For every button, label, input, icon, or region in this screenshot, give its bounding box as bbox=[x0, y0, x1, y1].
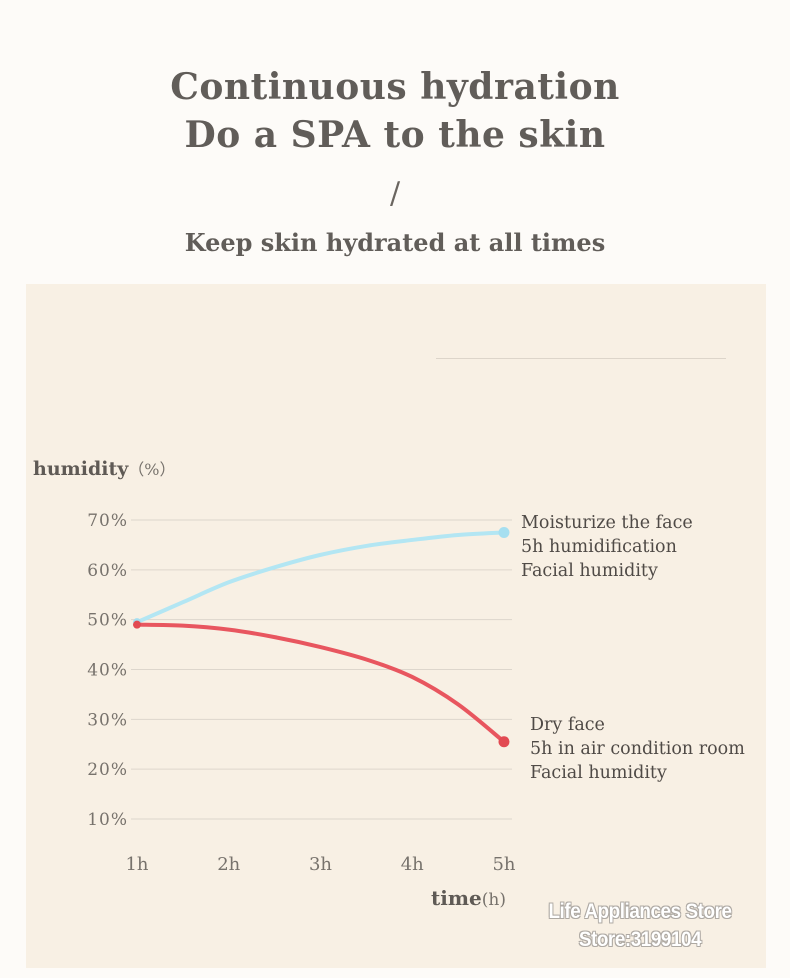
y-tick-label: 70% bbox=[87, 511, 128, 531]
y-tick-label: 40% bbox=[87, 661, 128, 681]
y-axis-label: humidity（%） bbox=[33, 458, 176, 480]
y-tick-label: 10% bbox=[87, 810, 128, 830]
series-dry-face-annotation: Dry face bbox=[530, 715, 605, 735]
series-moisturized-face-annotation: Facial humidity bbox=[521, 561, 658, 581]
series-moisturized-face-line bbox=[135, 530, 506, 625]
series-dry-face-line bbox=[135, 622, 506, 744]
x-tick-label: 3h bbox=[309, 854, 332, 875]
series-dry-face-annotation: 5h in air condition room bbox=[530, 739, 745, 759]
watermark-store-id: Store:3199104 bbox=[578, 928, 702, 951]
x-axis-label: time(h) bbox=[431, 886, 506, 910]
y-tick-label: 50% bbox=[87, 611, 128, 631]
series-dry-face-annotation: Facial humidity bbox=[530, 763, 667, 783]
series-moisturized-face-annotation: Moisturize the face bbox=[521, 513, 693, 533]
y-tick-label: 20% bbox=[87, 760, 128, 780]
y-tick-label: 30% bbox=[87, 710, 128, 730]
x-tick-label: 5h bbox=[492, 854, 515, 875]
title-divider: / bbox=[389, 176, 401, 211]
x-tick-label: 4h bbox=[401, 854, 424, 875]
subtitle: Keep skin hydrated at all times bbox=[184, 228, 606, 257]
decorative-line bbox=[436, 358, 726, 359]
x-tick-label: 2h bbox=[217, 854, 240, 875]
series-dry-face-end-point bbox=[498, 736, 510, 748]
series-moisturized-face-end-point bbox=[498, 526, 510, 538]
title-line-2: Do a SPA to the skin bbox=[184, 114, 606, 156]
series-moisturized-face-annotation: 5h humidification bbox=[521, 537, 677, 557]
title-line-1: Continuous hydration bbox=[170, 66, 620, 108]
x-tick-label: 1h bbox=[125, 854, 148, 875]
series-dry-face-start-point bbox=[133, 620, 141, 629]
watermark-store-name: Life Appliances Store bbox=[548, 900, 732, 923]
y-tick-label: 60% bbox=[87, 561, 128, 581]
